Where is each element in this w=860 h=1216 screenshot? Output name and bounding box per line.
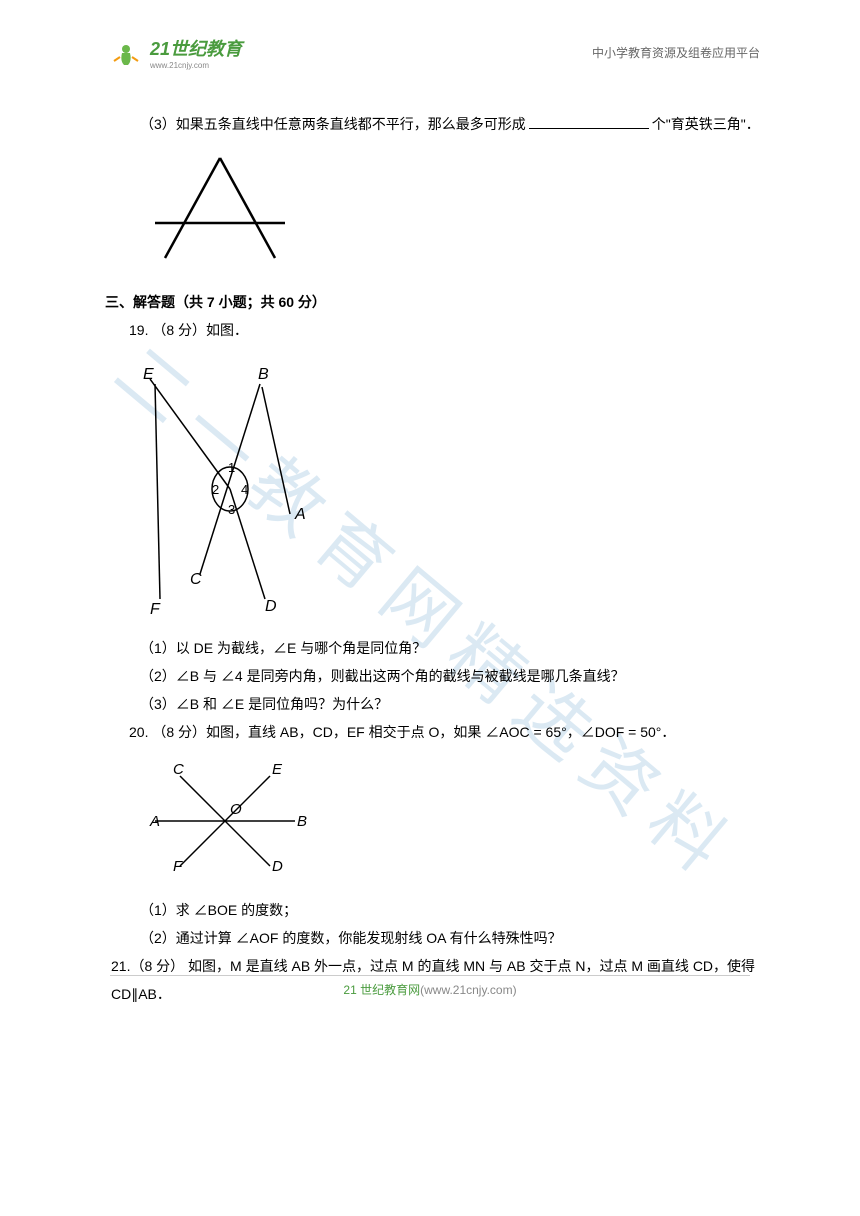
q19-num: 19. [129,322,148,338]
footer-text: 21 世纪教育网 [343,983,420,997]
svg-text:A: A [149,813,160,830]
q20-sub2: （2）通过计算 ∠AOF 的度数，你能发现射线 OA 有什么特殊性吗？ [105,924,760,952]
svg-text:2: 2 [212,482,219,497]
question-19: 19. （8 分）如图． [105,316,760,344]
header-right-text: 中小学教育资源及组卷应用平台 [592,44,760,61]
svg-text:F: F [150,601,161,618]
page-header: 21世纪教育 www.21cnjy.com 中小学教育资源及组卷应用平台 [0,0,860,80]
svg-text:C: C [173,761,184,778]
diagram-angles-q19: E B A C D F 1 2 3 4 [125,359,325,619]
diagram-triangle [140,148,300,268]
section-3-title: 三、解答题（共 7 小题；共 60 分） [105,288,760,316]
svg-text:F: F [173,858,183,875]
q18-3-end: 个"育英铁三角"． [652,116,760,132]
q19-text: （8 分）如图． [152,322,248,338]
svg-text:3: 3 [228,502,235,517]
svg-text:B: B [258,366,269,383]
q20-num: 20. [129,724,148,740]
blank-fill [529,128,649,129]
page-footer: 21 世纪教育网(www.21cnjy.com) [110,975,750,998]
logo-icon [110,37,142,69]
logo-section: 21世纪教育 www.21cnjy.com [110,35,242,70]
diagram-star-q20: A B C D E F O [135,761,315,881]
q19-sub1: （1）以 DE 为截线，∠E 与哪个角是同位角？ [105,634,760,662]
svg-text:1: 1 [228,460,235,475]
svg-text:B: B [297,813,307,830]
q19-sub2: （2）∠B 与 ∠4 是同旁内角，则截出这两个角的截线与被截线是哪几条直线？ [105,662,760,690]
q18-3-text: （3）如果五条直线中任意两条直线都不平行，那么最多可形成 [140,116,526,132]
svg-text:4: 4 [241,482,248,497]
svg-text:A: A [294,506,306,523]
svg-text:D: D [265,598,277,615]
svg-text:E: E [143,366,154,383]
svg-text:O: O [230,801,242,818]
svg-text:C: C [190,571,202,588]
svg-text:D: D [272,858,283,875]
page-content: （3）如果五条直线中任意两条直线都不平行，那么最多可形成 个"育英铁三角"． 三、… [0,80,860,1028]
q20-text: （8 分）如图，直线 AB，CD，EF 相交于点 O，如果 ∠AOC = 65°… [152,724,675,740]
svg-text:E: E [272,761,283,778]
question-20: 20. （8 分）如图，直线 AB，CD，EF 相交于点 O，如果 ∠AOC =… [105,718,760,746]
footer-url: (www.21cnjy.com) [420,983,516,997]
q20-sub1: （1）求 ∠BOE 的度数； [105,896,760,924]
logo-subtext: www.21cnjy.com [150,61,242,70]
q19-sub3: （3）∠B 和 ∠E 是同位角吗？为什么？ [105,690,760,718]
logo-text: 21世纪教育 [150,39,242,59]
q21-num: 21. [111,958,130,974]
